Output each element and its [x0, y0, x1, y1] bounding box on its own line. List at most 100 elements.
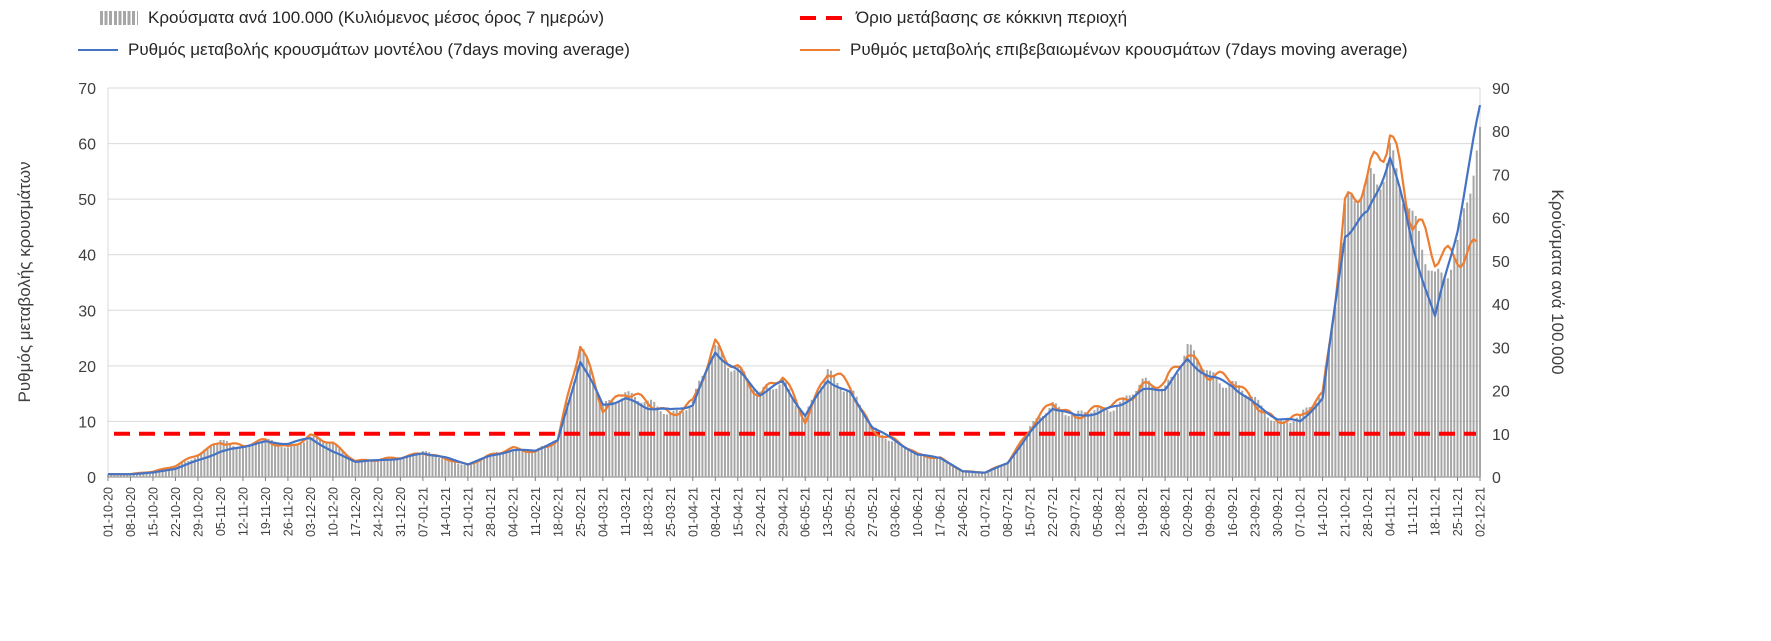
- svg-text:12-11-20: 12-11-20: [236, 487, 250, 536]
- svg-text:07-01-21: 07-01-21: [416, 487, 430, 537]
- svg-text:15-10-20: 15-10-20: [146, 487, 160, 537]
- svg-text:29-10-20: 29-10-20: [191, 487, 205, 537]
- svg-text:01-07-21: 01-07-21: [979, 487, 993, 537]
- svg-text:27-05-21: 27-05-21: [866, 487, 880, 537]
- svg-text:03-12-20: 03-12-20: [304, 487, 318, 537]
- bars-cases-per-100k: [107, 126, 1481, 478]
- svg-text:18-11-21: 18-11-21: [1429, 487, 1443, 536]
- legend-model-label: Ρυθμός μεταβολής κρουσμάτων μοντέλου (7d…: [128, 40, 630, 59]
- svg-text:20: 20: [78, 359, 96, 376]
- svg-text:04-11-21: 04-11-21: [1384, 487, 1398, 536]
- svg-text:30: 30: [1492, 340, 1510, 357]
- svg-text:26-11-20: 26-11-20: [281, 487, 295, 536]
- legend-confirmed-label: Ρυθμός μεταβολής επιβεβαιωμένων κρουσμάτ…: [850, 40, 1408, 59]
- model-line-swatch-icon: [78, 49, 118, 51]
- confirmed-line-swatch-icon: [800, 49, 840, 51]
- confirmed-rate-line: [108, 134, 1478, 476]
- x-axis-date-labels: 01-10-20 08-10-20 15-10-20 22-10-20 29-10-20…: [102, 477, 1488, 537]
- legend-item-bars: Κρούσματα ανά 100.000 (Κυλιόμενος μέσος …: [100, 8, 604, 28]
- svg-text:23-09-21: 23-09-21: [1249, 487, 1263, 537]
- chart-legend: Κρούσματα ανά 100.000 (Κυλιόμενος μέσος …: [0, 0, 1771, 70]
- svg-text:29-04-21: 29-04-21: [776, 487, 790, 537]
- legend-item-confirmed: Ρυθμός μεταβολής επιβεβαιωμένων κρουσμάτ…: [800, 40, 1408, 60]
- svg-text:80: 80: [1492, 124, 1510, 141]
- svg-text:11-02-21: 11-02-21: [529, 487, 543, 536]
- svg-text:11-03-21: 11-03-21: [619, 487, 633, 536]
- svg-text:50: 50: [1492, 254, 1510, 271]
- svg-text:22-10-20: 22-10-20: [169, 487, 183, 537]
- svg-text:18-03-21: 18-03-21: [641, 487, 655, 537]
- threshold-swatch-icon: [800, 16, 846, 20]
- svg-text:21-01-21: 21-01-21: [461, 487, 475, 537]
- svg-text:02-09-21: 02-09-21: [1181, 487, 1195, 537]
- svg-text:90: 90: [1492, 81, 1510, 98]
- svg-text:15-07-21: 15-07-21: [1024, 487, 1038, 537]
- svg-text:18-02-21: 18-02-21: [551, 487, 565, 537]
- svg-text:22-07-21: 22-07-21: [1046, 487, 1060, 537]
- svg-text:17-06-21: 17-06-21: [934, 487, 948, 537]
- svg-text:03-06-21: 03-06-21: [889, 487, 903, 537]
- svg-text:19-08-21: 19-08-21: [1136, 487, 1150, 537]
- svg-text:60: 60: [78, 137, 96, 154]
- svg-text:40: 40: [78, 248, 96, 265]
- bars-swatch-icon: [100, 11, 138, 25]
- left-axis-tick-labels: 0 10 20 30 40 50 60 70: [78, 81, 96, 487]
- svg-text:20-05-21: 20-05-21: [844, 487, 858, 537]
- svg-text:04-02-21: 04-02-21: [506, 487, 520, 537]
- svg-text:19-11-20: 19-11-20: [259, 487, 273, 536]
- svg-text:10: 10: [1492, 427, 1510, 444]
- svg-text:22-04-21: 22-04-21: [754, 487, 768, 537]
- svg-text:16-09-21: 16-09-21: [1226, 487, 1240, 537]
- svg-text:50: 50: [78, 192, 96, 209]
- svg-text:40: 40: [1492, 297, 1510, 314]
- svg-text:06-05-21: 06-05-21: [799, 487, 813, 537]
- svg-text:28-01-21: 28-01-21: [484, 487, 498, 537]
- svg-text:08-04-21: 08-04-21: [709, 487, 723, 537]
- right-axis-tick-labels: 0 10 20 30 40 50 60 70 80 90: [1492, 81, 1510, 487]
- svg-text:25-02-21: 25-02-21: [574, 487, 588, 537]
- axis-titles: Ρυθμός μεταβολής κρουσμάτων Κρούσματα ανά…: [15, 162, 1567, 403]
- svg-text:05-08-21: 05-08-21: [1091, 487, 1105, 537]
- svg-text:31-12-20: 31-12-20: [394, 487, 408, 537]
- svg-text:26-08-21: 26-08-21: [1159, 487, 1173, 537]
- model-rate-line: [108, 104, 1482, 476]
- svg-text:Ρυθμός μεταβολής κρουσμάτων: Ρυθμός μεταβολής κρουσμάτων: [15, 162, 34, 403]
- svg-text:13-05-21: 13-05-21: [821, 487, 835, 537]
- svg-text:24-12-20: 24-12-20: [371, 487, 385, 537]
- svg-text:09-09-21: 09-09-21: [1204, 487, 1218, 537]
- svg-text:05-11-20: 05-11-20: [214, 487, 228, 536]
- svg-text:30-09-21: 30-09-21: [1271, 487, 1285, 537]
- svg-text:60: 60: [1492, 211, 1510, 228]
- svg-text:24-06-21: 24-06-21: [956, 487, 970, 537]
- svg-text:70: 70: [78, 81, 96, 98]
- svg-text:10: 10: [78, 414, 96, 431]
- svg-text:21-10-21: 21-10-21: [1339, 487, 1353, 537]
- legend-item-model: Ρυθμός μεταβολής κρουσμάτων μοντέλου (7d…: [78, 40, 630, 60]
- svg-text:0: 0: [1492, 470, 1501, 487]
- svg-text:Κρούσματα ανά 100.000: Κρούσματα ανά 100.000: [1548, 189, 1567, 374]
- svg-text:20: 20: [1492, 384, 1510, 401]
- svg-text:14-10-21: 14-10-21: [1316, 487, 1330, 537]
- svg-text:02-12-21: 02-12-21: [1474, 487, 1488, 537]
- svg-text:11-11-21: 11-11-21: [1406, 487, 1420, 535]
- svg-text:17-12-20: 17-12-20: [349, 487, 363, 537]
- svg-text:29-07-21: 29-07-21: [1069, 487, 1083, 537]
- svg-text:01-04-21: 01-04-21: [686, 487, 700, 537]
- svg-text:15-04-21: 15-04-21: [731, 487, 745, 537]
- legend-item-threshold: Όριο μετάβασης σε κόκκινη περιοχή: [800, 8, 1127, 28]
- svg-text:04-03-21: 04-03-21: [596, 487, 610, 537]
- svg-text:0: 0: [87, 470, 96, 487]
- svg-text:01-10-20: 01-10-20: [102, 487, 116, 537]
- legend-bars-label: Κρούσματα ανά 100.000 (Κυλιόμενος μέσος …: [148, 8, 605, 27]
- svg-text:30: 30: [78, 303, 96, 320]
- svg-text:25-11-21: 25-11-21: [1451, 487, 1465, 536]
- svg-text:08-10-20: 08-10-20: [124, 487, 138, 537]
- svg-text:07-10-21: 07-10-21: [1294, 487, 1308, 537]
- svg-text:12-08-21: 12-08-21: [1114, 487, 1128, 537]
- svg-text:10-12-20: 10-12-20: [326, 487, 340, 537]
- svg-text:10-06-21: 10-06-21: [911, 487, 925, 537]
- svg-text:28-10-21: 28-10-21: [1361, 487, 1375, 537]
- legend-threshold-label: Όριο μετάβασης σε κόκκινη περιοχή: [856, 8, 1128, 27]
